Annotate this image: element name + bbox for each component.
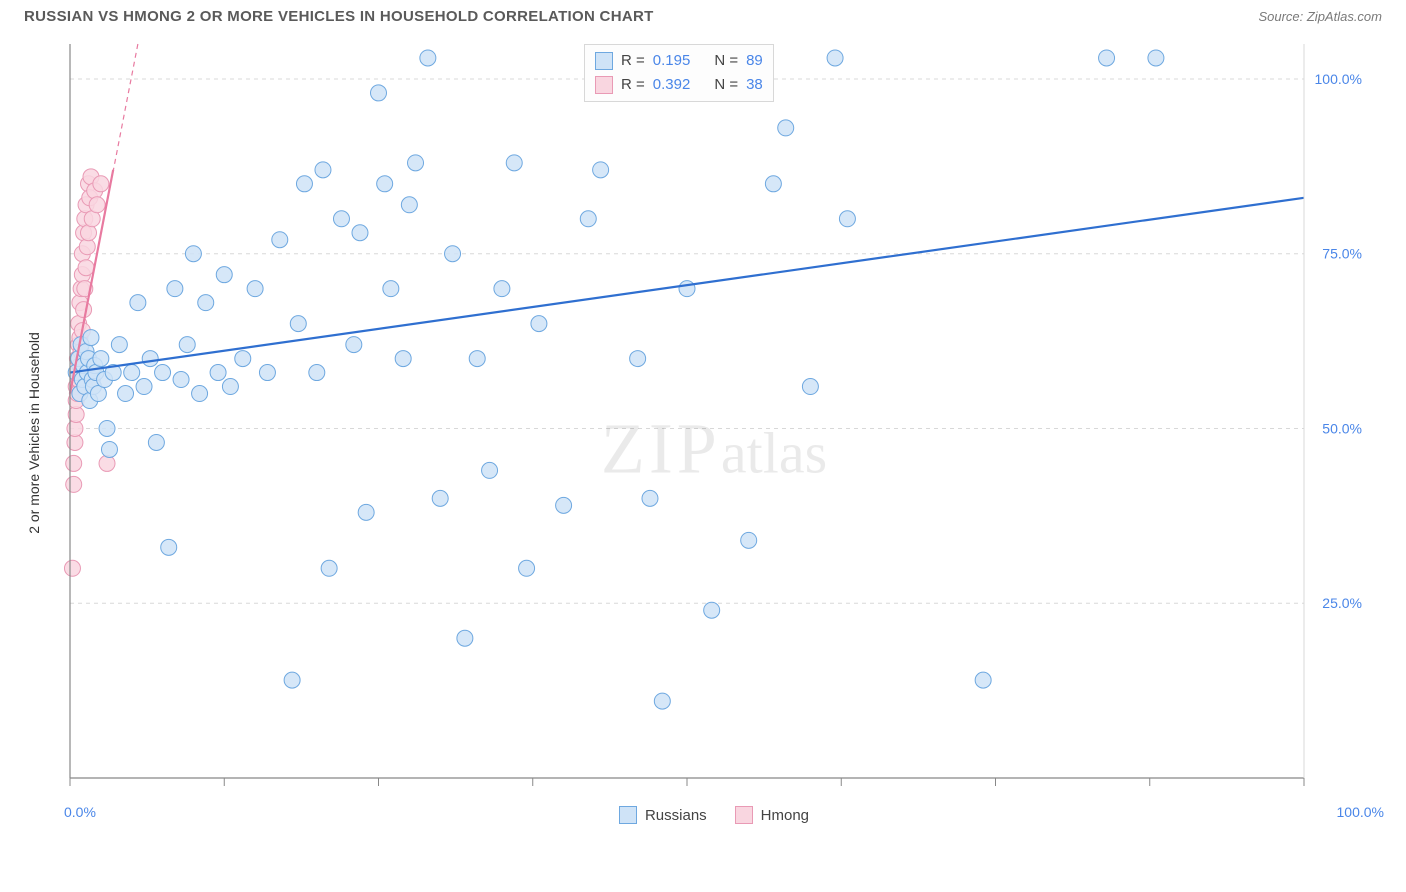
r-value-russians: 0.195 <box>653 49 691 73</box>
n-label: N = <box>714 49 738 73</box>
legend-row-hmong: R = 0.392 N = 38 <box>595 73 763 97</box>
x-axis-labels: 0.0% 100.0% <box>64 804 1384 828</box>
x-max-label: 100.0% <box>1337 804 1384 820</box>
chart-title: RUSSIAN VS HMONG 2 OR MORE VEHICLES IN H… <box>24 8 654 25</box>
source-link[interactable]: ZipAtlas.com <box>1307 9 1382 24</box>
gridlines <box>70 79 1304 603</box>
svg-text:75.0%: 75.0% <box>1322 246 1362 262</box>
svg-text:25.0%: 25.0% <box>1322 595 1362 611</box>
r-label: R = <box>621 49 645 73</box>
y-axis-label: 2 or more Vehicles in Household <box>26 332 42 534</box>
legend-swatch-russians <box>595 52 613 70</box>
chart-area: 2 or more Vehicles in Household 25.0%50.… <box>44 38 1384 828</box>
n-value-hmong: 38 <box>746 73 763 97</box>
r-value-hmong: 0.392 <box>653 73 691 97</box>
n-value-russians: 89 <box>746 49 763 73</box>
legend-row-russians: R = 0.195 N = 89 <box>595 49 763 73</box>
legend-swatch-hmong <box>595 76 613 94</box>
chart-header: RUSSIAN VS HMONG 2 OR MORE VEHICLES IN H… <box>0 0 1406 29</box>
n-label: N = <box>714 73 738 97</box>
scatter-plot: 25.0% 50.0% 75.0% 100.0% <box>64 38 1384 828</box>
russians-points <box>68 50 1164 709</box>
source-attribution: Source: ZipAtlas.com <box>1258 9 1382 24</box>
x-tick-marks <box>70 778 1304 786</box>
correlation-legend: R = 0.195 N = 89 R = 0.392 N = 38 <box>584 44 774 102</box>
axes <box>70 44 1304 778</box>
svg-text:100.0%: 100.0% <box>1315 71 1362 87</box>
x-min-label: 0.0% <box>64 804 96 820</box>
source-prefix: Source: <box>1258 9 1306 24</box>
r-label: R = <box>621 73 645 97</box>
svg-text:50.0%: 50.0% <box>1322 420 1362 436</box>
y-tick-labels: 25.0% 50.0% 75.0% 100.0% <box>1315 71 1362 611</box>
